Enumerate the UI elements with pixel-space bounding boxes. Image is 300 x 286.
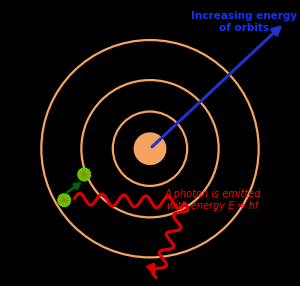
Circle shape	[78, 168, 91, 181]
Text: Increasing energy
of orbits: Increasing energy of orbits	[191, 11, 297, 33]
Circle shape	[58, 194, 70, 206]
Text: A photon is emitted
with energy E = hf: A photon is emitted with energy E = hf	[165, 189, 261, 211]
Circle shape	[134, 133, 166, 164]
